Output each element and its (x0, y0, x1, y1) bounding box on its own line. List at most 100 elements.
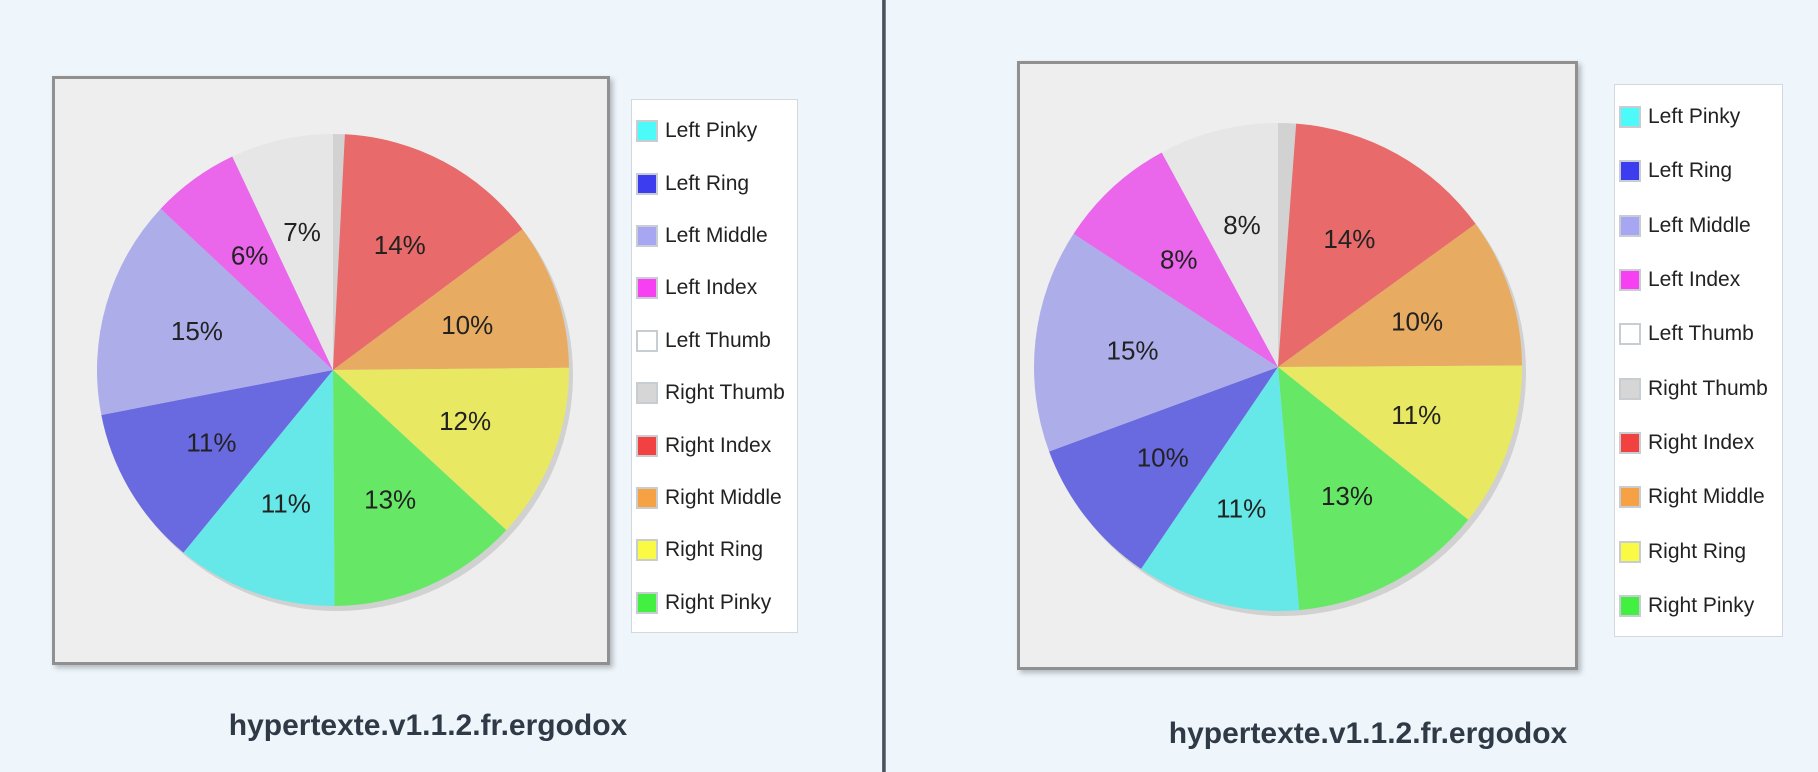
legend-swatch (636, 434, 658, 457)
legend-swatch (636, 539, 658, 562)
slice-data-label: 11% (1391, 400, 1441, 430)
legend-item: Left Pinky (1615, 97, 1782, 137)
legend-item: Left Middle (632, 216, 797, 256)
legend-swatch (636, 591, 658, 614)
pie-slice-right-index (333, 134, 523, 370)
legend-label: Left Middle (1648, 213, 1751, 237)
legend-swatch (636, 329, 658, 352)
pie-slice-left-thumb (232, 134, 333, 370)
legend-item: Right Middle (1615, 477, 1782, 517)
chart-legend: Left Pinky Left Ring Left Middle Left Index… (631, 99, 798, 633)
legend-label: Left Thumb (665, 328, 771, 352)
pie-slice-left-middle (96, 208, 333, 416)
legend-swatch (1619, 269, 1641, 292)
legend-swatch (1619, 431, 1641, 454)
legend-label: Left Ring (1648, 159, 1733, 183)
slice-data-label: 10% (1391, 306, 1443, 336)
legend-label: Left Index (665, 276, 758, 300)
legend-label: Left Pinky (1648, 105, 1741, 129)
slice-data-label: 14% (1323, 224, 1375, 254)
chart-legend: Left Pinky Left Ring Left Middle Left Index… (1614, 84, 1783, 637)
legend-label: Right Ring (1648, 539, 1747, 563)
legend-label: Right Thumb (665, 381, 785, 405)
pie-slice-left-middle (1034, 233, 1278, 452)
legend-label: Left Middle (665, 224, 768, 247)
pie-slice-right-pinky (1278, 367, 1469, 611)
legend-item: Right Middle (632, 478, 797, 518)
legend-swatch (1619, 323, 1641, 346)
legend-swatch (1619, 214, 1641, 237)
legend-label: Right Pinky (665, 590, 772, 614)
legend-label: Right Index (1648, 430, 1755, 454)
pie-slice-right-middle (1278, 223, 1522, 367)
pie-slice-right-pinky (333, 370, 507, 606)
pie-slice-right-ring (333, 367, 569, 531)
legend-label: Left Index (1648, 268, 1741, 292)
slice-data-label: 12% (439, 406, 491, 436)
pie-slice-left-index (160, 156, 333, 370)
legend-item: Left Thumb (1615, 314, 1782, 354)
legend-label: Right Thumb (1648, 376, 1768, 400)
legend-item: Right Pinky (632, 583, 797, 623)
chart-panel-left: 14% 10% 12% 13% 11% 11% 15% 6% 7% Left Pinky Left… (0, 0, 882, 772)
pie-slice-left-pinky (1141, 367, 1300, 611)
pie-slice-right-thumb (333, 134, 345, 370)
legend-label: Right Middle (665, 486, 782, 509)
pie-slice-right-middle (333, 229, 569, 370)
slice-data-label: 6% (231, 241, 269, 271)
slice-data-label: 7% (283, 217, 321, 247)
legend-item: Right Thumb (1615, 369, 1782, 409)
slice-data-label: 11% (186, 428, 236, 458)
legend-item: Right Thumb (632, 373, 797, 413)
legend-item: Left Ring (1615, 151, 1782, 191)
legend-swatch (1619, 377, 1641, 400)
legend-swatch (1619, 106, 1641, 129)
pie-slice-left-thumb (1161, 123, 1278, 367)
legend-item: Left Ring (632, 164, 797, 204)
legend-label: Right Index (665, 433, 772, 457)
pie-slice-right-thumb (1278, 123, 1297, 367)
pie-slice-left-ring (1049, 367, 1278, 569)
pie-slice-right-index (1278, 123, 1476, 367)
legend-swatch (1619, 486, 1641, 509)
slice-data-label: 10% (441, 310, 493, 340)
pie-slice-left-pinky (183, 370, 335, 606)
legend-label: Right Pinky (1648, 593, 1755, 617)
slice-data-label: 14% (374, 230, 426, 260)
pie-chart-frame: 14% 10% 11% 13% 11% 10% 15% 8% 8% (1017, 61, 1578, 670)
legend-label: Right Ring (665, 538, 764, 562)
slice-data-label: 11% (261, 488, 311, 518)
legend-label: Left Ring (665, 171, 750, 195)
pie-chart: 14% 10% 12% 13% 11% 11% 15% 6% 7% (96, 134, 573, 611)
legend-item: Right Index (632, 426, 797, 466)
legend-item: Left Pinky (632, 111, 797, 151)
legend-item: Left Middle (1615, 206, 1782, 246)
legend-item: Right Index (1615, 423, 1782, 463)
slice-data-label: 13% (364, 485, 416, 515)
slice-data-label: 11% (1216, 494, 1266, 524)
slice-data-label: 15% (171, 316, 223, 346)
pie-slice-left-index (1073, 152, 1278, 367)
legend-label: Right Middle (1648, 485, 1765, 509)
pie-slice-left-ring (101, 370, 333, 553)
legend-item: Left Index (632, 268, 797, 308)
legend-swatch (636, 277, 658, 300)
legend-swatch (636, 225, 658, 247)
legend-item: Left Index (1615, 260, 1782, 300)
legend-swatch (636, 172, 658, 195)
slice-data-label: 13% (1321, 481, 1373, 511)
pie-chart: 14% 10% 11% 13% 11% 10% 15% 8% 8% (1034, 123, 1526, 616)
panel-divider (882, 0, 886, 772)
legend-swatch (636, 382, 658, 405)
chart-title: hypertexte.v1.1.2.fr.ergodox (228, 709, 628, 742)
chart-title: hypertexte.v1.1.2.fr.ergodox (1168, 717, 1568, 750)
pie-slice-right-ring (1278, 365, 1522, 520)
legend-label: Left Thumb (1648, 322, 1754, 346)
legend-item: Right Pinky (1615, 586, 1782, 626)
slice-data-label: 8% (1160, 244, 1198, 274)
legend-swatch (636, 120, 658, 143)
legend-item: Right Ring (632, 530, 797, 570)
legend-item: Left Thumb (632, 321, 797, 361)
chart-panel-right: 14% 10% 11% 13% 11% 10% 15% 8% 8% Left Pinky Left… (886, 0, 1818, 772)
legend-swatch (1619, 160, 1641, 183)
